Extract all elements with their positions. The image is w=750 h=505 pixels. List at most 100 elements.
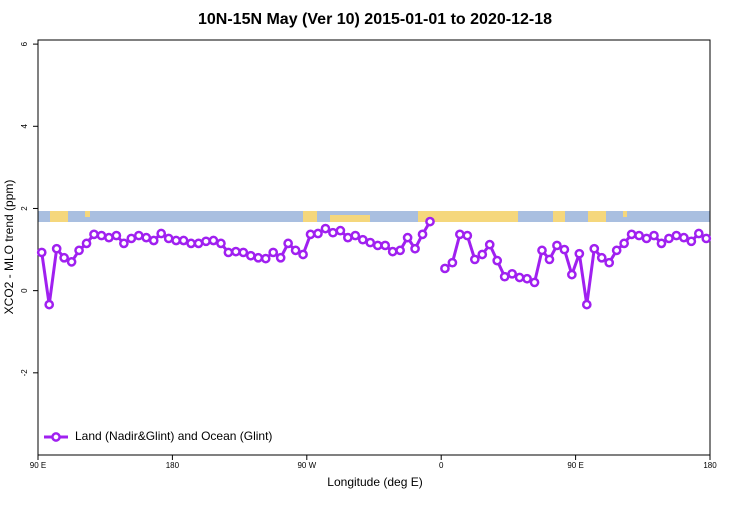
point xyxy=(611,245,622,256)
point xyxy=(604,257,615,268)
x-tick-label: 0 xyxy=(439,461,444,470)
point xyxy=(514,272,525,283)
point xyxy=(447,257,458,268)
point xyxy=(619,238,629,249)
point xyxy=(44,299,55,310)
point xyxy=(231,246,241,257)
point xyxy=(126,233,137,244)
point xyxy=(357,234,368,245)
point xyxy=(529,277,540,288)
point xyxy=(365,237,376,248)
y-tick-label: 4 xyxy=(20,124,29,129)
y-axis-label: XCO2 - MLO trend (ppm) xyxy=(2,180,16,315)
point xyxy=(343,232,353,243)
point xyxy=(596,252,607,263)
plot-frame xyxy=(37,39,711,456)
point xyxy=(380,240,391,251)
point xyxy=(634,230,644,241)
point xyxy=(290,245,301,256)
y-tick-label: -2 xyxy=(20,369,29,377)
point xyxy=(641,233,652,244)
point xyxy=(499,271,510,282)
point xyxy=(238,247,249,258)
point xyxy=(686,236,697,247)
point xyxy=(462,230,473,241)
point xyxy=(59,252,69,263)
point xyxy=(36,247,47,258)
point xyxy=(469,254,480,265)
point xyxy=(544,254,555,265)
point xyxy=(89,229,99,240)
point xyxy=(283,238,293,249)
point xyxy=(216,238,226,249)
point xyxy=(477,249,488,260)
point xyxy=(148,235,159,246)
point xyxy=(440,263,450,274)
map-strip xyxy=(38,211,710,222)
point xyxy=(372,240,383,251)
point xyxy=(395,245,405,256)
point xyxy=(492,255,503,266)
point xyxy=(693,228,704,239)
point xyxy=(51,243,62,254)
legend-label: Land (Nadir&Glint) and Ocean (Glint) xyxy=(75,429,272,443)
point xyxy=(417,229,428,240)
point xyxy=(664,233,674,244)
point xyxy=(201,236,211,247)
point xyxy=(186,238,196,249)
point xyxy=(313,228,323,239)
point xyxy=(701,233,712,244)
point xyxy=(425,216,435,227)
point xyxy=(223,247,234,258)
point xyxy=(245,250,256,261)
point xyxy=(574,248,585,259)
point xyxy=(507,268,517,279)
point xyxy=(671,230,682,241)
y-tick-label: 2 xyxy=(20,206,29,211)
point xyxy=(656,238,667,249)
point xyxy=(350,230,361,241)
y-tick-label: 0 xyxy=(20,288,29,293)
point xyxy=(81,238,92,249)
point xyxy=(320,223,331,234)
point xyxy=(104,232,114,243)
point xyxy=(567,269,577,280)
x-tick-label: 90 W xyxy=(297,461,316,470)
y-tick-label: 6 xyxy=(20,41,29,46)
point xyxy=(171,235,181,246)
point xyxy=(178,235,189,246)
point xyxy=(537,245,547,256)
point xyxy=(589,243,600,254)
point xyxy=(679,232,689,243)
point xyxy=(96,230,107,241)
point xyxy=(335,225,346,236)
x-tick-label: 90 E xyxy=(30,461,46,470)
point xyxy=(163,233,174,244)
point xyxy=(141,232,152,243)
point xyxy=(649,230,659,241)
point xyxy=(522,273,532,284)
x-tick-label: 180 xyxy=(166,461,180,470)
point xyxy=(298,249,308,260)
point xyxy=(119,238,129,249)
x-tick-label: 180 xyxy=(703,461,717,470)
legend-marker xyxy=(51,432,61,442)
point xyxy=(133,230,144,241)
x-axis-label: Longitude (deg E) xyxy=(327,475,422,489)
point xyxy=(275,252,286,263)
point xyxy=(484,239,495,250)
point xyxy=(208,235,219,246)
point xyxy=(402,232,413,243)
point xyxy=(552,240,562,251)
x-tick-label: 90 E xyxy=(567,461,583,470)
point xyxy=(268,247,279,258)
point xyxy=(626,229,637,240)
point xyxy=(253,252,264,263)
point xyxy=(328,227,338,238)
point xyxy=(193,238,204,249)
point xyxy=(66,257,77,267)
point xyxy=(455,229,465,240)
point xyxy=(111,230,122,241)
point xyxy=(581,299,592,310)
